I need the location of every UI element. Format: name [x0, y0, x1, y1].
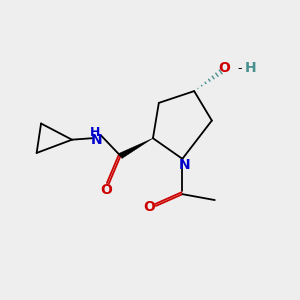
- Text: H: H: [244, 61, 256, 75]
- Text: O: O: [100, 183, 112, 197]
- Text: H: H: [90, 125, 101, 139]
- Text: O: O: [143, 200, 155, 214]
- Text: -: -: [238, 62, 242, 75]
- Text: O: O: [218, 61, 230, 75]
- Polygon shape: [119, 138, 153, 158]
- Text: N: N: [91, 133, 103, 147]
- Text: N: N: [179, 158, 190, 172]
